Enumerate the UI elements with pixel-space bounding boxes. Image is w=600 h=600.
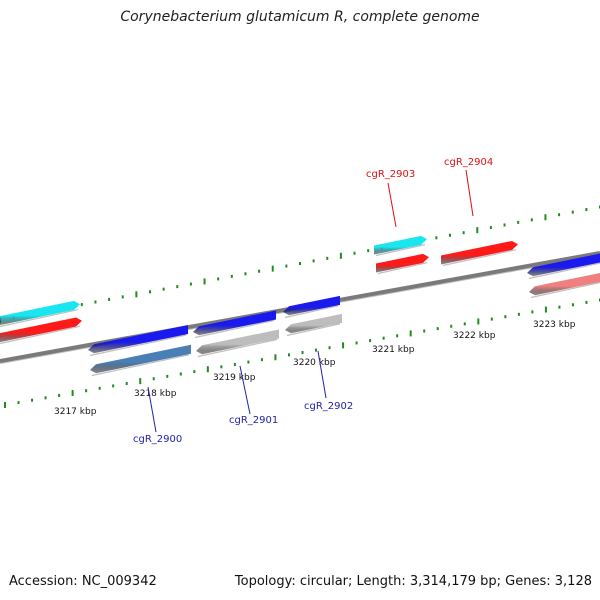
gene-arrow-g7 bbox=[283, 295, 340, 316]
gene-arrow-g9 bbox=[374, 235, 427, 255]
gene-shadow bbox=[91, 354, 190, 377]
gene-arrow-g2 bbox=[0, 317, 82, 343]
gene-arrow-g13 bbox=[529, 272, 600, 296]
tick-label: 3217 kbp bbox=[54, 407, 97, 417]
gene-shadow bbox=[530, 281, 600, 299]
gene-arrow-g10 bbox=[376, 253, 429, 273]
accession-text: Accession: NC_009342 bbox=[9, 574, 157, 589]
gene-label-leader bbox=[387, 182, 397, 228]
gene-label-leader bbox=[239, 365, 251, 415]
tick-label: 3222 kbp bbox=[453, 331, 496, 341]
tick-label: 3218 kbp bbox=[134, 389, 177, 399]
gene-arrow-g3 bbox=[88, 325, 188, 354]
tick-label: 3221 kbp bbox=[372, 345, 415, 355]
gene-label-leader bbox=[147, 386, 157, 433]
gene-shadow bbox=[375, 244, 426, 257]
gene-shadow bbox=[197, 338, 278, 358]
tick-label: 3219 kbp bbox=[213, 373, 256, 383]
genome-info-text: Topology: circular; Length: 3,314,179 bp… bbox=[234, 574, 592, 589]
gene-arrow-g6 bbox=[196, 329, 279, 355]
gene-label: cgR_2901 bbox=[229, 415, 278, 426]
gene-shadow bbox=[89, 334, 187, 357]
gene-shadow bbox=[377, 262, 428, 275]
gene-label: cgR_2900 bbox=[133, 434, 182, 445]
gene-arrow-g5 bbox=[193, 310, 276, 336]
gene-arrow-g4 bbox=[90, 344, 191, 374]
map-title: Corynebacterium glutamicum R, complete g… bbox=[120, 9, 480, 25]
gene-arrow-g1 bbox=[0, 300, 80, 326]
gene-label-leader bbox=[317, 350, 327, 399]
gene-label-leader bbox=[465, 169, 474, 217]
gene-shadow bbox=[286, 323, 341, 337]
gene-label: cgR_2903 bbox=[366, 169, 415, 180]
tick-label: 3223 kbp bbox=[533, 320, 576, 330]
gene-arrow-g8 bbox=[285, 313, 342, 334]
gene-shadow bbox=[528, 262, 600, 280]
gene-shadow bbox=[194, 319, 275, 339]
gene-label: cgR_2904 bbox=[444, 157, 493, 168]
tick-label: 3220 kbp bbox=[293, 358, 336, 368]
gene-shadow bbox=[442, 249, 517, 267]
gene-arrow-g11 bbox=[441, 240, 518, 265]
gene-arrow-g12 bbox=[527, 253, 600, 277]
gene-shadow bbox=[284, 305, 339, 319]
gene-label: cgR_2902 bbox=[304, 401, 353, 412]
gene-shadow bbox=[0, 325, 81, 345]
gene-shadow bbox=[0, 309, 79, 328]
